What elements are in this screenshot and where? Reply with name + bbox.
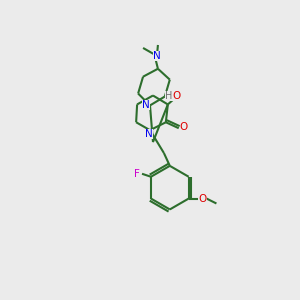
Text: O: O	[180, 122, 188, 132]
Text: N: N	[142, 100, 150, 110]
Text: H: H	[165, 91, 172, 100]
Text: F: F	[134, 169, 140, 179]
Text: N: N	[153, 51, 161, 61]
Text: O: O	[172, 91, 181, 100]
Text: N: N	[145, 129, 153, 139]
Text: O: O	[198, 194, 207, 203]
